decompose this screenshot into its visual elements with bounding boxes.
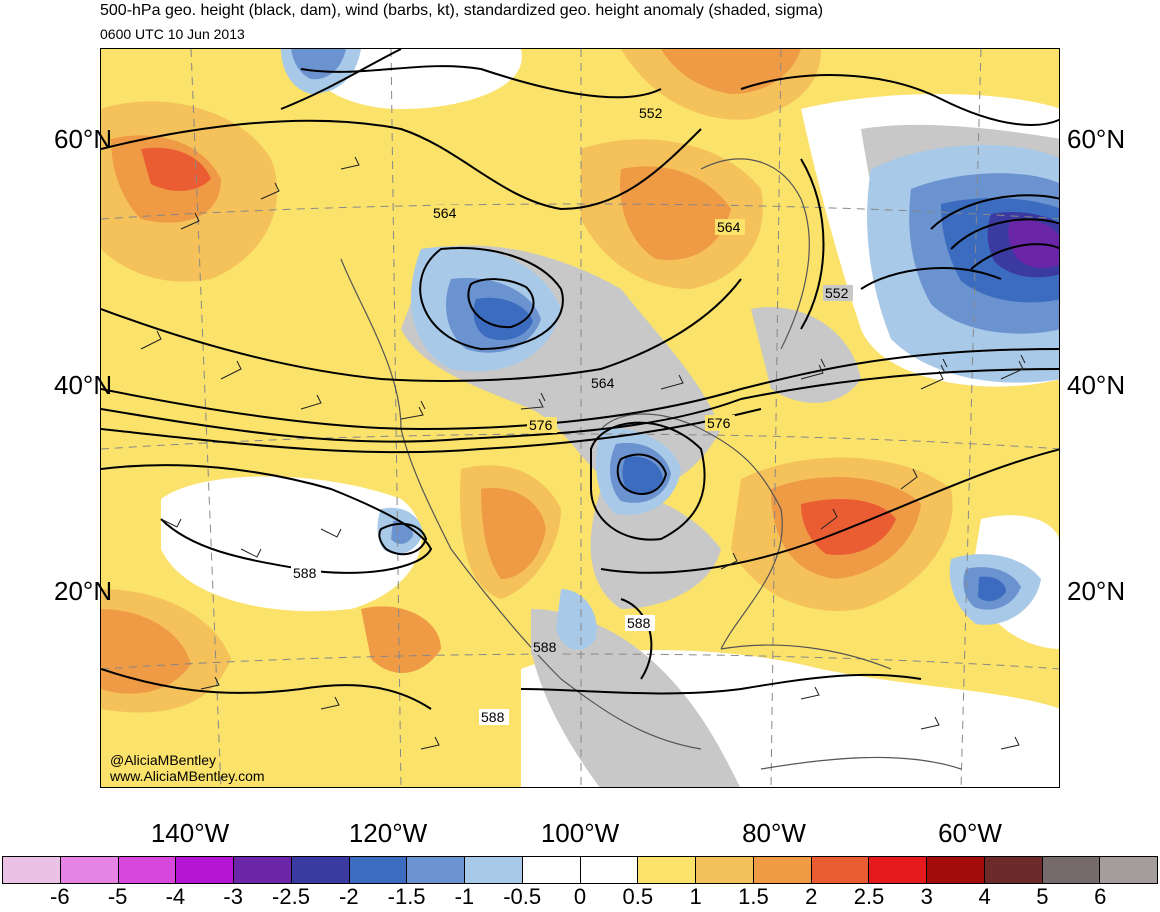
colorbar-swatch [580,857,639,883]
contour-label: 588 [481,709,505,725]
colorbar-swatch [696,857,754,883]
colorbar-label: -5 [107,884,128,909]
colorbar-swatch [118,857,177,883]
colorbar-swatch [3,857,61,883]
colorbar-swatch [1100,857,1157,883]
colorbar [2,856,1158,884]
colorbar-label: -0.5 [503,884,542,909]
weather-map: 552 564 564 552 564 576 576 588 588 588 … [100,48,1060,788]
colorbar-label: -1.5 [387,884,426,909]
colorbar-label: 4 [978,884,991,909]
colorbar-label: -2 [339,884,359,909]
colorbar-swatch [638,857,696,883]
colorbar-label: -1 [454,884,475,909]
contour-label: 564 [717,219,741,235]
lat-label-left-40n: 40°N [54,370,113,400]
colorbar-label: -2.5 [272,884,310,909]
colorbar-label: 6 [1094,884,1107,909]
lat-label-left-60n: 60°N [54,124,113,154]
map-valid-time: 0600 UTC 10 Jun 2013 [100,26,245,42]
colorbar-swatch [753,857,812,883]
contour-label: 552 [639,105,663,121]
colorbar-swatch [927,857,985,883]
contour-label: 564 [433,205,457,221]
contour-label: 564 [591,375,615,391]
credit-handle: @AliciaMBentley [110,752,217,768]
colorbar-swatch [176,857,234,883]
lat-label-right-20n: 20°N [1067,576,1126,606]
lon-label-60w: 60°W [938,818,1002,848]
contour-label: 576 [529,417,553,433]
colorbar-swatch [811,857,870,883]
colorbar-label: 0 [573,884,587,909]
colorbar-swatch [291,857,350,883]
contour-label: 588 [293,565,317,581]
colorbar-label: -3 [223,884,243,909]
colorbar-label: 5 [1036,884,1049,909]
colorbar-swatch [234,857,292,883]
colorbar-swatch [984,857,1043,883]
colorbar-label: 1 [689,884,702,909]
colorbar-swatch [349,857,408,883]
lat-label-right-60n: 60°N [1067,124,1126,154]
colorbar-label: 3 [920,884,933,909]
wind-barbs [140,156,1026,750]
map-canvas: 552 564 564 552 564 576 576 588 588 588 … [101,49,1059,787]
colorbar-swatch [407,857,465,883]
contour-label: 552 [825,285,849,301]
lat-label-left-20n: 20°N [54,576,113,606]
colorbar-label: 1.5 [738,884,769,909]
contour-label: 588 [533,639,557,655]
lon-label-140w: 140°W [150,818,230,848]
colorbar-swatch [869,857,927,883]
colorbar-label: 2.5 [853,884,885,909]
contour-label: 588 [627,615,651,631]
colorbar-swatch [465,857,523,883]
contour-label: 576 [707,415,731,431]
colorbar-label: -4 [165,884,186,909]
colorbar-swatch [1042,857,1101,883]
colorbar-swatch [522,857,581,883]
colorbar-swatch [60,857,119,883]
colorbar-label: 0.5 [622,884,654,909]
lon-label-100w: 100°W [540,818,620,848]
map-title: 500-hPa geo. height (black, dam), wind (… [100,2,824,19]
colorbar-label: -6 [50,884,70,909]
lat-label-right-40n: 40°N [1067,370,1126,400]
credit-site: www.AliciaMBentley.com [110,768,265,784]
colorbar-label: 2 [805,884,818,909]
lon-label-80w: 80°W [742,818,806,848]
lon-label-120w: 120°W [348,818,428,848]
